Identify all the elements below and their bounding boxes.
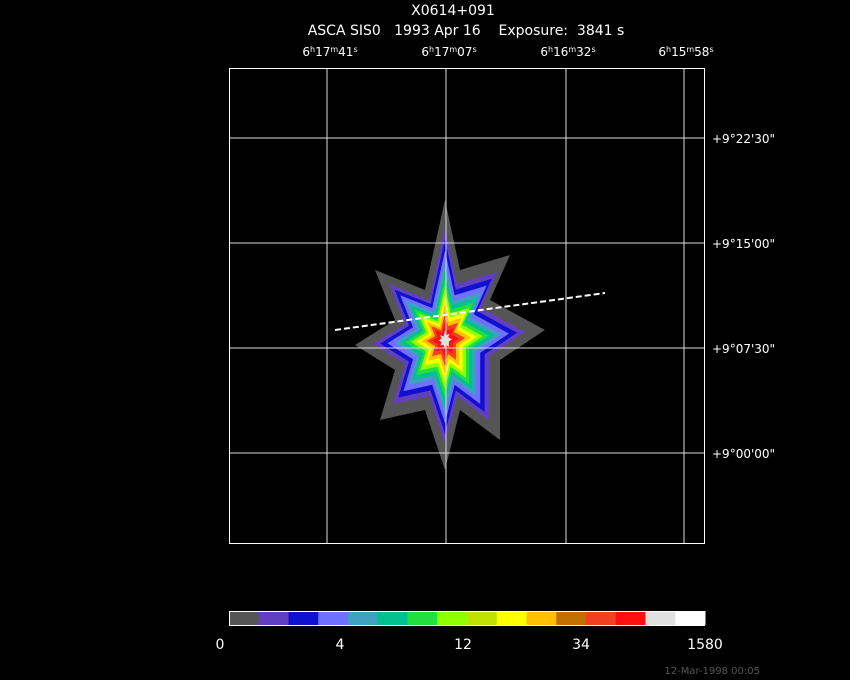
- ra-label-part: m: [568, 45, 576, 54]
- ra-label: 6h17m07s: [421, 45, 476, 59]
- ra-label-part: 6: [302, 45, 310, 59]
- ra-label-part: 16: [553, 45, 568, 59]
- ra-label-part: 6: [658, 45, 666, 59]
- colorbar-swatch: [645, 611, 676, 625]
- ra-label-part: 41: [338, 45, 353, 59]
- ra-label-part: 6: [540, 45, 548, 59]
- frame: [229, 68, 705, 544]
- ra-label-part: 17: [315, 45, 330, 59]
- dec-label: +9°15'00": [712, 237, 775, 251]
- dec-label: +9°00'00": [712, 447, 775, 461]
- colorbar-swatch: [288, 611, 319, 625]
- grid: [229, 68, 705, 543]
- streak: [334, 292, 606, 331]
- colorbar-swatch: [467, 611, 498, 625]
- colorbar-swatch: [496, 611, 527, 625]
- ra-label: 6h15m58s: [658, 45, 713, 59]
- colorbar-swatch: [318, 611, 349, 625]
- colorbar-swatch: [675, 611, 706, 625]
- ra-label-part: m: [330, 45, 338, 54]
- ra-label-part: 32: [576, 45, 591, 59]
- colorbar-label: 4: [336, 637, 345, 653]
- colorbar-swatch: [348, 611, 379, 625]
- ra-label-part: 07: [457, 45, 472, 59]
- ra-label-part: s: [591, 45, 595, 54]
- emission-level: [438, 330, 452, 350]
- timestamp: 12-Mar-1998 00:05: [664, 666, 760, 677]
- ra-label-part: 15: [671, 45, 686, 59]
- ra-label-part: s: [472, 45, 476, 54]
- colorbar-label: 12: [454, 637, 472, 653]
- ra-label-part: h: [310, 45, 315, 54]
- ra-label-part: m: [686, 45, 694, 54]
- title: X0614+091: [411, 3, 495, 19]
- dec-label: +9°07'30": [712, 342, 775, 356]
- colorbar-label: 1580: [687, 637, 723, 653]
- ra-label-part: s: [353, 45, 357, 54]
- colorbar-label: 34: [572, 637, 590, 653]
- colorbar-swatch: [258, 611, 289, 625]
- colorbar-label: 0: [216, 637, 225, 653]
- ra-label: 6h17m41s: [302, 45, 357, 59]
- colorbar-swatch: [586, 611, 617, 625]
- colorbar-swatch: [526, 611, 557, 625]
- colorbar-swatch: [437, 611, 468, 625]
- ra-label-part: h: [666, 45, 671, 54]
- colorbar-swatch: [556, 611, 587, 625]
- ra-label-part: h: [429, 45, 434, 54]
- colorbar-swatch: [377, 611, 408, 625]
- ra-label-part: h: [548, 45, 553, 54]
- ra-label-part: s: [709, 45, 713, 54]
- colorbar-swatch: [407, 611, 438, 625]
- ra-label-part: 58: [694, 45, 709, 59]
- ra-label: 6h16m32s: [540, 45, 595, 59]
- ra-label-part: m: [449, 45, 457, 54]
- colorbar-swatch: [229, 611, 260, 625]
- colorbar-swatch: [615, 611, 646, 625]
- ra-label-part: 17: [434, 45, 449, 59]
- dec-label: +9°22'30": [712, 132, 775, 146]
- ra-label-part: 6: [421, 45, 429, 59]
- subtitle: ASCA SIS0 1993 Apr 16 Exposure: 3841 s: [308, 23, 625, 39]
- colorbar-frame: [229, 611, 705, 626]
- image: [355, 200, 545, 470]
